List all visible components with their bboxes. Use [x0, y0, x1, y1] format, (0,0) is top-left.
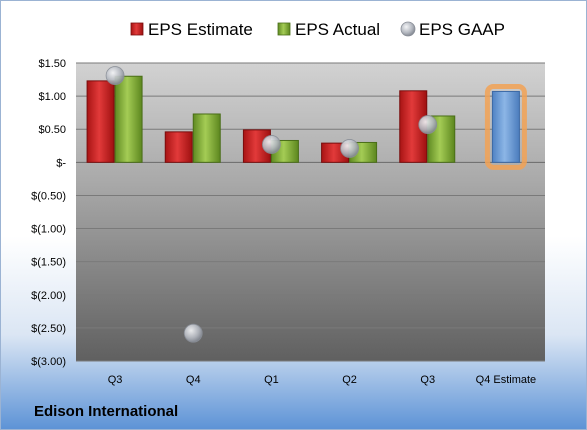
point-eps-gaap: [105, 66, 125, 85]
legend-label: EPS Estimate: [148, 20, 253, 39]
x-tick-label: Q3: [108, 374, 123, 386]
company-name: Edison International: [34, 403, 179, 420]
point-eps-gaap: [183, 323, 203, 343]
y-tick-label: $0.50: [38, 124, 66, 136]
y-tick-label: $-: [56, 157, 66, 169]
legend-label: EPS Actual: [295, 20, 380, 39]
point-eps-gaap: [418, 115, 438, 134]
legend-marker-eps-actual: [277, 22, 291, 36]
y-tick-label: $(1.00): [31, 224, 66, 236]
plot-area: [76, 63, 545, 361]
bar-eps-forecast: [491, 90, 520, 163]
x-tick-label: Q2: [342, 374, 357, 386]
point-eps-gaap: [340, 139, 359, 158]
legend-label: EPS GAAP: [419, 20, 505, 39]
x-tick-label: Q3: [420, 374, 435, 386]
forecast-glow: [484, 83, 527, 170]
legend-marker-eps-gaap: [400, 21, 416, 37]
legend: EPS Estimate EPS Actual EPS GAAP: [130, 20, 505, 39]
bar-eps-actual: [114, 75, 143, 163]
y-tick-label: $(2.00): [31, 290, 66, 302]
point-eps-gaap: [262, 135, 281, 154]
y-tick-label: $1.50: [38, 58, 66, 70]
bar-eps-estimate: [86, 80, 115, 163]
x-tick-label: Q1: [264, 374, 279, 386]
x-tick-label: Q4 Estimate: [476, 374, 537, 386]
y-tick-label: $(3.00): [31, 356, 66, 368]
y-tick-label: $1.00: [38, 91, 66, 103]
bar-eps-actual: [192, 113, 221, 163]
bar-eps-estimate: [164, 131, 193, 163]
y-tick-label: $(2.50): [31, 323, 66, 335]
x-tick-label: Q4: [186, 374, 201, 386]
legend-marker-eps-estimate: [130, 22, 144, 36]
y-tick-label: $(1.50): [31, 257, 66, 269]
y-tick-label: $(0.50): [31, 190, 66, 202]
